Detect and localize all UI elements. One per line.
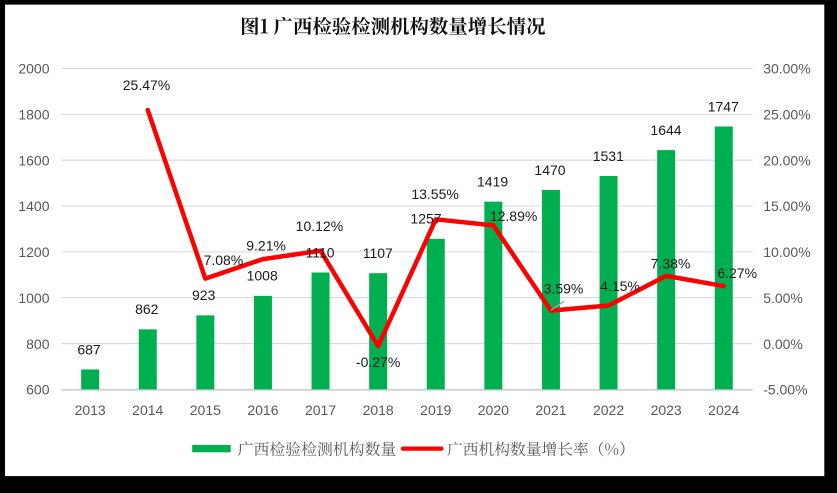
svg-text:1644: 1644	[650, 122, 681, 138]
svg-text:4.15%: 4.15%	[600, 278, 640, 294]
svg-text:800: 800	[26, 336, 50, 352]
svg-text:12.89%: 12.89%	[490, 208, 537, 224]
svg-text:2000: 2000	[18, 61, 49, 77]
svg-text:1747: 1747	[708, 98, 739, 114]
svg-text:9.21%: 9.21%	[246, 238, 286, 254]
svg-text:10.12%: 10.12%	[296, 218, 343, 234]
svg-text:20.00%: 20.00%	[763, 152, 810, 168]
svg-text:7.38%: 7.38%	[651, 255, 691, 271]
svg-text:5.00%: 5.00%	[763, 290, 803, 306]
svg-text:2024: 2024	[708, 402, 739, 418]
svg-text:2017: 2017	[305, 402, 336, 418]
svg-text:1107: 1107	[363, 245, 393, 261]
svg-text:3.59%: 3.59%	[544, 281, 584, 297]
svg-text:2013: 2013	[75, 402, 106, 418]
svg-text:1400: 1400	[18, 198, 49, 214]
svg-text:2022: 2022	[593, 402, 624, 418]
svg-text:13.55%: 13.55%	[411, 186, 458, 202]
svg-text:30.00%: 30.00%	[763, 61, 810, 77]
svg-text:2016: 2016	[247, 402, 278, 418]
svg-text:10.00%: 10.00%	[763, 244, 810, 260]
svg-text:2020: 2020	[478, 402, 509, 418]
svg-text:687: 687	[77, 341, 101, 357]
svg-text:1800: 1800	[18, 107, 49, 123]
svg-text:600: 600	[26, 382, 50, 398]
svg-text:-5.00%: -5.00%	[763, 382, 807, 398]
svg-text:1000: 1000	[18, 290, 49, 306]
svg-text:1470: 1470	[534, 162, 565, 178]
svg-text:15.00%: 15.00%	[763, 198, 810, 214]
svg-text:2021: 2021	[535, 402, 566, 418]
svg-text:1600: 1600	[18, 152, 49, 168]
svg-text:1257: 1257	[410, 211, 441, 227]
svg-text:25.00%: 25.00%	[763, 107, 810, 123]
svg-text:2019: 2019	[420, 402, 451, 418]
svg-text:1110: 1110	[305, 244, 334, 260]
svg-text:-0.27%: -0.27%	[356, 354, 400, 370]
svg-text:6.27%: 6.27%	[717, 265, 757, 281]
svg-text:1531: 1531	[593, 148, 624, 164]
svg-text:2014: 2014	[132, 402, 163, 418]
svg-text:2015: 2015	[190, 402, 221, 418]
svg-text:2023: 2023	[651, 402, 682, 418]
svg-text:25.47%: 25.47%	[123, 77, 170, 93]
svg-text:862: 862	[135, 301, 159, 317]
svg-text:923: 923	[192, 287, 216, 303]
svg-text:1419: 1419	[477, 173, 508, 189]
svg-text:2018: 2018	[363, 402, 394, 418]
svg-text:0.00%: 0.00%	[763, 336, 803, 352]
svg-text:1008: 1008	[247, 268, 278, 284]
svg-text:7.08%: 7.08%	[204, 252, 244, 268]
svg-text:1200: 1200	[18, 244, 49, 260]
